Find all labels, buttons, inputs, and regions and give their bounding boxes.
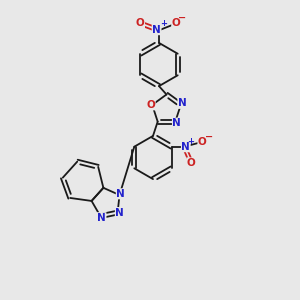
Text: +: + [160, 19, 167, 28]
Text: O: O [198, 137, 207, 147]
Text: O: O [187, 158, 196, 168]
Text: N: N [116, 208, 124, 218]
Text: N: N [178, 98, 187, 108]
Text: N: N [182, 142, 190, 152]
Text: O: O [146, 100, 155, 110]
Text: O: O [172, 18, 181, 28]
Text: N: N [116, 189, 125, 199]
Text: −: − [205, 131, 213, 142]
Text: N: N [152, 25, 161, 35]
Text: −: − [178, 13, 187, 23]
Text: O: O [136, 18, 145, 28]
Text: +: + [188, 137, 194, 146]
Text: N: N [97, 213, 106, 223]
Text: N: N [172, 118, 181, 128]
